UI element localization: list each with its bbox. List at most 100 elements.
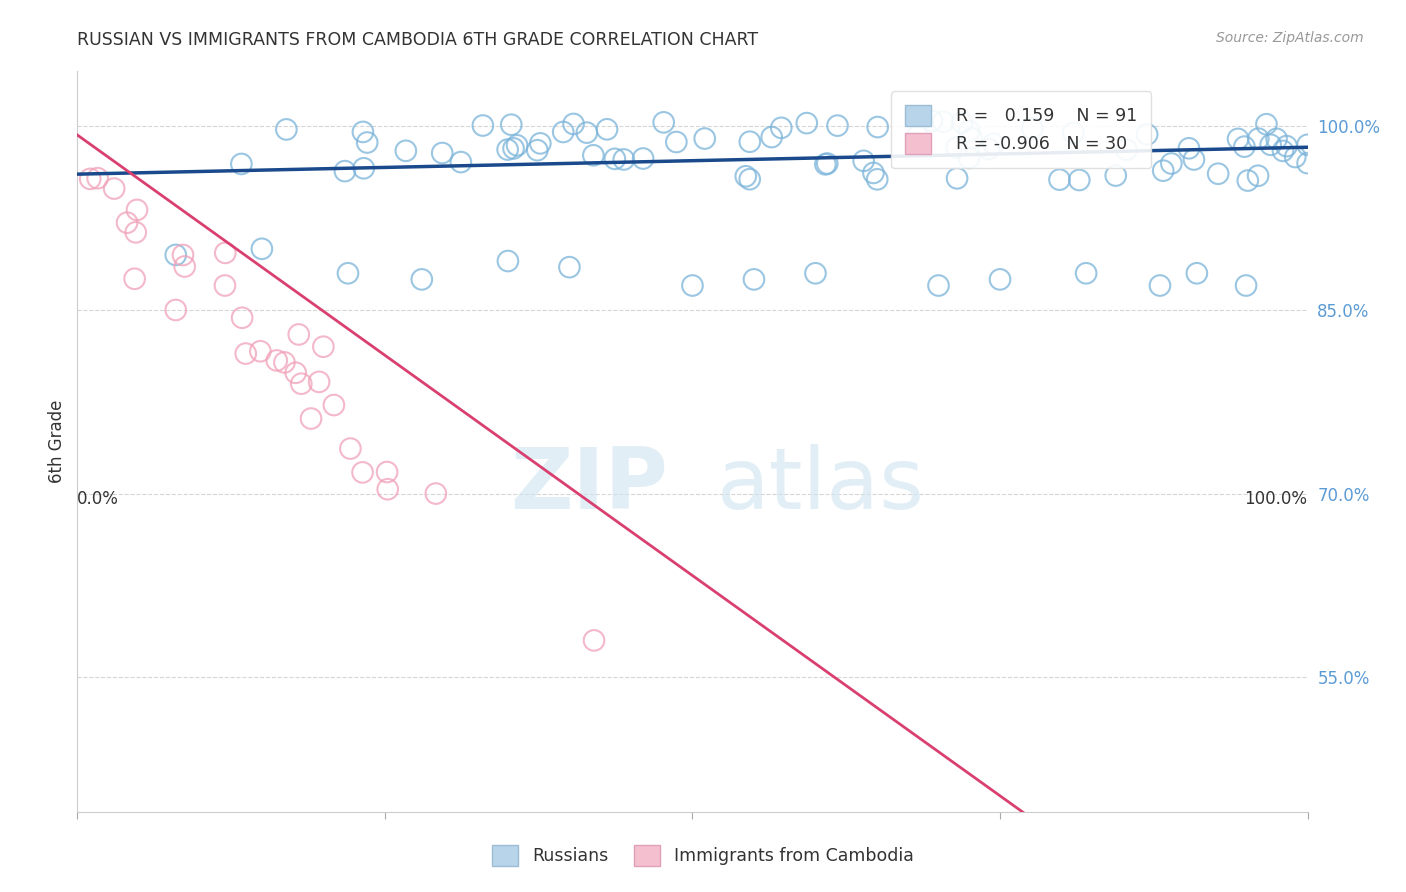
- Point: [734, 169, 756, 184]
- Point: [1160, 156, 1182, 170]
- Point: [862, 166, 884, 180]
- Point: [165, 303, 187, 318]
- Point: [172, 248, 194, 262]
- Point: [312, 340, 335, 354]
- Point: [506, 138, 529, 153]
- Point: [1284, 150, 1306, 164]
- Point: [1247, 131, 1270, 145]
- Point: [471, 119, 494, 133]
- Point: [945, 140, 967, 154]
- Point: [957, 124, 980, 138]
- Legend: Russians, Immigrants from Cambodia: Russians, Immigrants from Cambodia: [484, 836, 922, 874]
- Point: [273, 355, 295, 369]
- Point: [231, 310, 253, 325]
- Point: [432, 146, 454, 161]
- Point: [983, 136, 1005, 151]
- Point: [356, 136, 378, 150]
- Point: [235, 346, 257, 360]
- Point: [375, 465, 398, 479]
- Point: [796, 116, 818, 130]
- Point: [977, 142, 1000, 156]
- Point: [815, 156, 838, 170]
- Point: [125, 225, 148, 239]
- Point: [1260, 137, 1282, 152]
- Point: [352, 466, 374, 480]
- Point: [337, 266, 360, 280]
- Point: [682, 278, 704, 293]
- Point: [770, 120, 793, 135]
- Point: [1265, 132, 1288, 146]
- Point: [562, 117, 585, 131]
- Point: [502, 141, 524, 155]
- Text: ZIP: ZIP: [510, 444, 668, 527]
- Point: [1115, 143, 1137, 157]
- Point: [761, 130, 783, 145]
- Point: [333, 164, 356, 178]
- Point: [957, 151, 980, 165]
- Point: [173, 260, 195, 274]
- Point: [266, 353, 288, 368]
- Point: [1247, 169, 1270, 183]
- Point: [501, 118, 523, 132]
- Point: [950, 115, 973, 129]
- Legend:   R =   0.159    N = 91,   R = -0.906   N = 30: R = 0.159 N = 91, R = -0.906 N = 30: [891, 91, 1152, 169]
- Point: [827, 119, 849, 133]
- Point: [665, 135, 688, 149]
- Point: [450, 155, 472, 169]
- Point: [1021, 121, 1043, 136]
- Point: [1049, 172, 1071, 186]
- Point: [1182, 153, 1205, 167]
- Point: [814, 157, 837, 171]
- Text: atlas: atlas: [717, 444, 925, 527]
- Point: [932, 115, 955, 129]
- Point: [231, 157, 253, 171]
- Point: [852, 153, 875, 168]
- Point: [804, 266, 827, 280]
- Point: [1296, 156, 1319, 170]
- Point: [526, 143, 548, 157]
- Point: [529, 136, 551, 151]
- Point: [496, 254, 519, 268]
- Point: [124, 272, 146, 286]
- Point: [1256, 117, 1278, 131]
- Point: [165, 248, 187, 262]
- Point: [603, 152, 626, 166]
- Point: [738, 135, 761, 149]
- Point: [960, 131, 983, 145]
- Point: [575, 126, 598, 140]
- Point: [553, 125, 575, 139]
- Point: [988, 272, 1011, 286]
- Point: [1152, 163, 1174, 178]
- Point: [738, 172, 761, 186]
- Point: [866, 172, 889, 186]
- Point: [1296, 137, 1319, 152]
- Point: [1234, 278, 1257, 293]
- Text: Source: ZipAtlas.com: Source: ZipAtlas.com: [1216, 31, 1364, 45]
- Point: [352, 125, 374, 139]
- Point: [631, 152, 654, 166]
- Point: [86, 171, 108, 186]
- Point: [905, 129, 928, 144]
- Point: [1275, 139, 1298, 153]
- Point: [558, 260, 581, 275]
- Point: [353, 161, 375, 176]
- Point: [1178, 141, 1201, 155]
- Point: [652, 115, 675, 129]
- Text: 0.0%: 0.0%: [77, 490, 120, 508]
- Point: [290, 376, 312, 391]
- Point: [921, 114, 943, 128]
- Text: 100.0%: 100.0%: [1244, 490, 1308, 508]
- Point: [1149, 278, 1171, 293]
- Point: [125, 202, 148, 217]
- Point: [693, 131, 716, 145]
- Point: [425, 486, 447, 500]
- Point: [377, 482, 399, 496]
- Point: [613, 153, 636, 167]
- Point: [1062, 126, 1084, 140]
- Point: [1227, 132, 1250, 146]
- Point: [1136, 128, 1159, 142]
- Point: [103, 181, 125, 195]
- Point: [496, 143, 519, 157]
- Point: [395, 144, 418, 158]
- Point: [322, 398, 344, 412]
